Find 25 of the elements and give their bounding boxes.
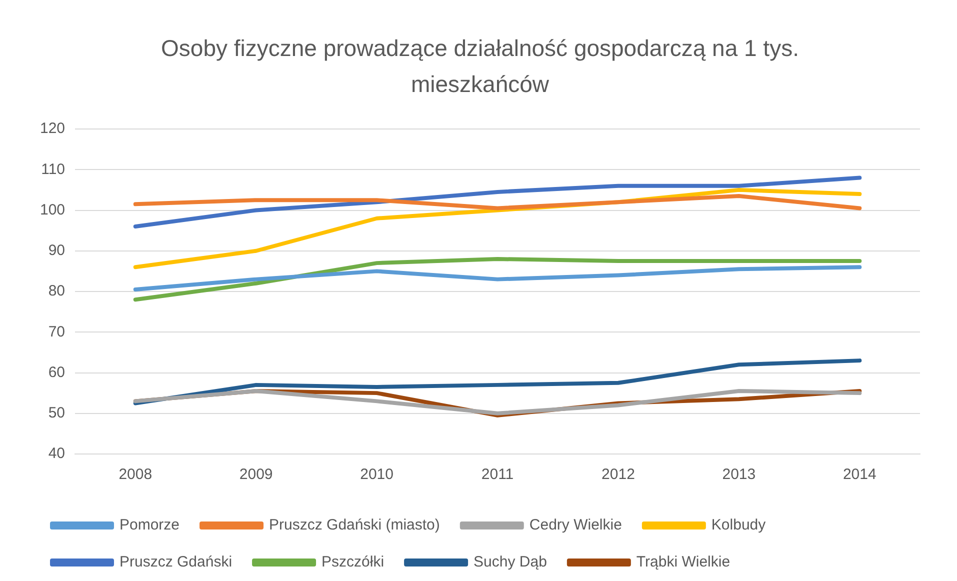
x-tick-label: 2009 <box>239 466 273 484</box>
y-tick-label: 110 <box>41 160 66 178</box>
x-tick-label: 2014 <box>842 466 876 484</box>
y-tick-label: 100 <box>40 201 66 218</box>
y-tick-label: 120 <box>40 120 66 138</box>
x-tick-label: 2012 <box>602 466 635 484</box>
y-tick-label: 80 <box>48 282 66 300</box>
y-tick-label: 40 <box>48 445 66 462</box>
chart-title: Osoby fizyczne prowadzące działalność gospodarczą na 1 tys. mieszkańców <box>160 34 800 99</box>
x-tick-label: 2013 <box>722 466 756 484</box>
legend-label: Suchy Dąb <box>474 554 547 571</box>
y-tick-label: 70 <box>48 323 66 340</box>
legend-label: Trąbki Wielkie <box>636 554 730 571</box>
x-tick-label: 2008 <box>118 466 152 484</box>
legend-label: Cedry Wielkie <box>529 516 622 534</box>
legend-label: Pruszcz Gdański <box>120 554 232 571</box>
y-tick-label: 50 <box>48 404 66 422</box>
legend-label: Pszczółki <box>322 554 384 571</box>
y-tick-label: 90 <box>48 242 66 260</box>
x-tick-label: 2011 <box>481 466 514 484</box>
y-tick-label: 60 <box>48 364 66 381</box>
legend-label: Pruszcz Gdański (miasto) <box>269 516 440 534</box>
legend-label: Kolbudy <box>711 516 766 534</box>
legend-label: Pomorze <box>120 516 180 534</box>
x-tick-label: 2010 <box>360 466 394 484</box>
